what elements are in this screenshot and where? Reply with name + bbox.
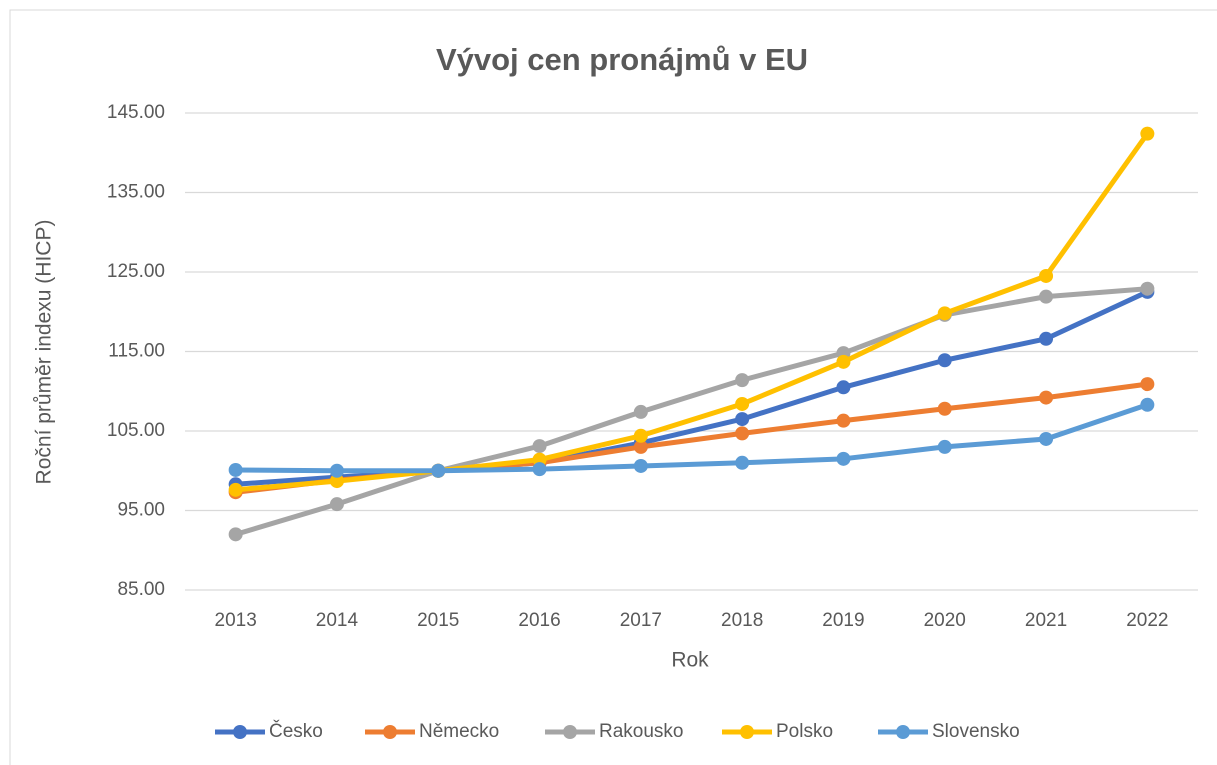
data-point [1039,390,1054,405]
data-point [836,451,851,466]
series-line [235,402,1149,474]
data-point [937,401,952,416]
chart-frame [9,9,1217,765]
x-tick-label: 2020 [924,610,966,631]
data-point [1140,126,1155,141]
data-point [735,412,750,427]
y-tick-label: 145.00 [107,102,165,123]
data-point [1039,331,1054,346]
x-tick-label: 2022 [1126,610,1168,631]
legend-marker [563,725,577,739]
x-tick-label: 2016 [518,610,560,631]
y-axis-label: Roční průměr indexu (HICP) [33,220,56,485]
data-point [836,380,851,395]
data-point [431,463,446,478]
x-tick-label: 2018 [721,610,763,631]
data-point [735,396,750,411]
legend-label: Německo [419,721,499,742]
data-point [329,463,344,478]
data-point [1039,268,1054,283]
data-point [937,353,952,368]
data-point [633,428,648,443]
x-tick-label: 2021 [1025,610,1067,631]
data-point [228,462,243,477]
data-point [1140,397,1155,412]
legend-marker [896,725,910,739]
data-point [228,482,243,497]
chart-title: Vývoj cen pronájmů v EU [436,42,808,77]
data-point [937,306,952,321]
legend-label: Polsko [776,721,833,742]
legend-label: Česko [269,720,323,742]
y-tick-label: 115.00 [108,341,165,362]
data-point [735,455,750,470]
data-point [532,439,547,454]
x-tick-label: 2019 [822,610,864,631]
legend-marker [233,725,247,739]
series-line [234,286,1148,537]
data-point [532,462,547,477]
data-point [735,373,750,388]
data-point [735,426,750,441]
data-point [836,413,851,428]
data-point [633,458,648,473]
data-point [329,497,344,512]
legend-label: Slovensko [932,721,1020,742]
data-point [1140,377,1155,392]
y-tick-label: 95.00 [117,500,165,521]
data-point [633,404,648,419]
data-point [228,527,243,542]
x-axis-label: Rok [671,649,709,672]
data-point [836,354,851,369]
data-point [1039,289,1054,304]
data-point [1039,431,1054,446]
data-point [633,439,648,454]
series-line [235,132,1150,493]
x-tick-label: 2017 [620,610,662,631]
y-tick-label: 125.00 [107,261,165,282]
y-tick-label: 85.00 [117,579,165,600]
y-tick-label: 105.00 [107,420,165,441]
y-tick-label: 135.00 [107,182,165,203]
legend-marker [740,725,754,739]
x-tick-label: 2015 [417,610,459,631]
data-point [1140,281,1155,296]
data-point [329,474,344,489]
data-point [937,439,952,454]
legend-label: Rakousko [599,721,684,742]
x-tick-label: 2013 [215,610,257,631]
x-tick-label: 2014 [316,610,359,631]
legend-marker [383,725,397,739]
